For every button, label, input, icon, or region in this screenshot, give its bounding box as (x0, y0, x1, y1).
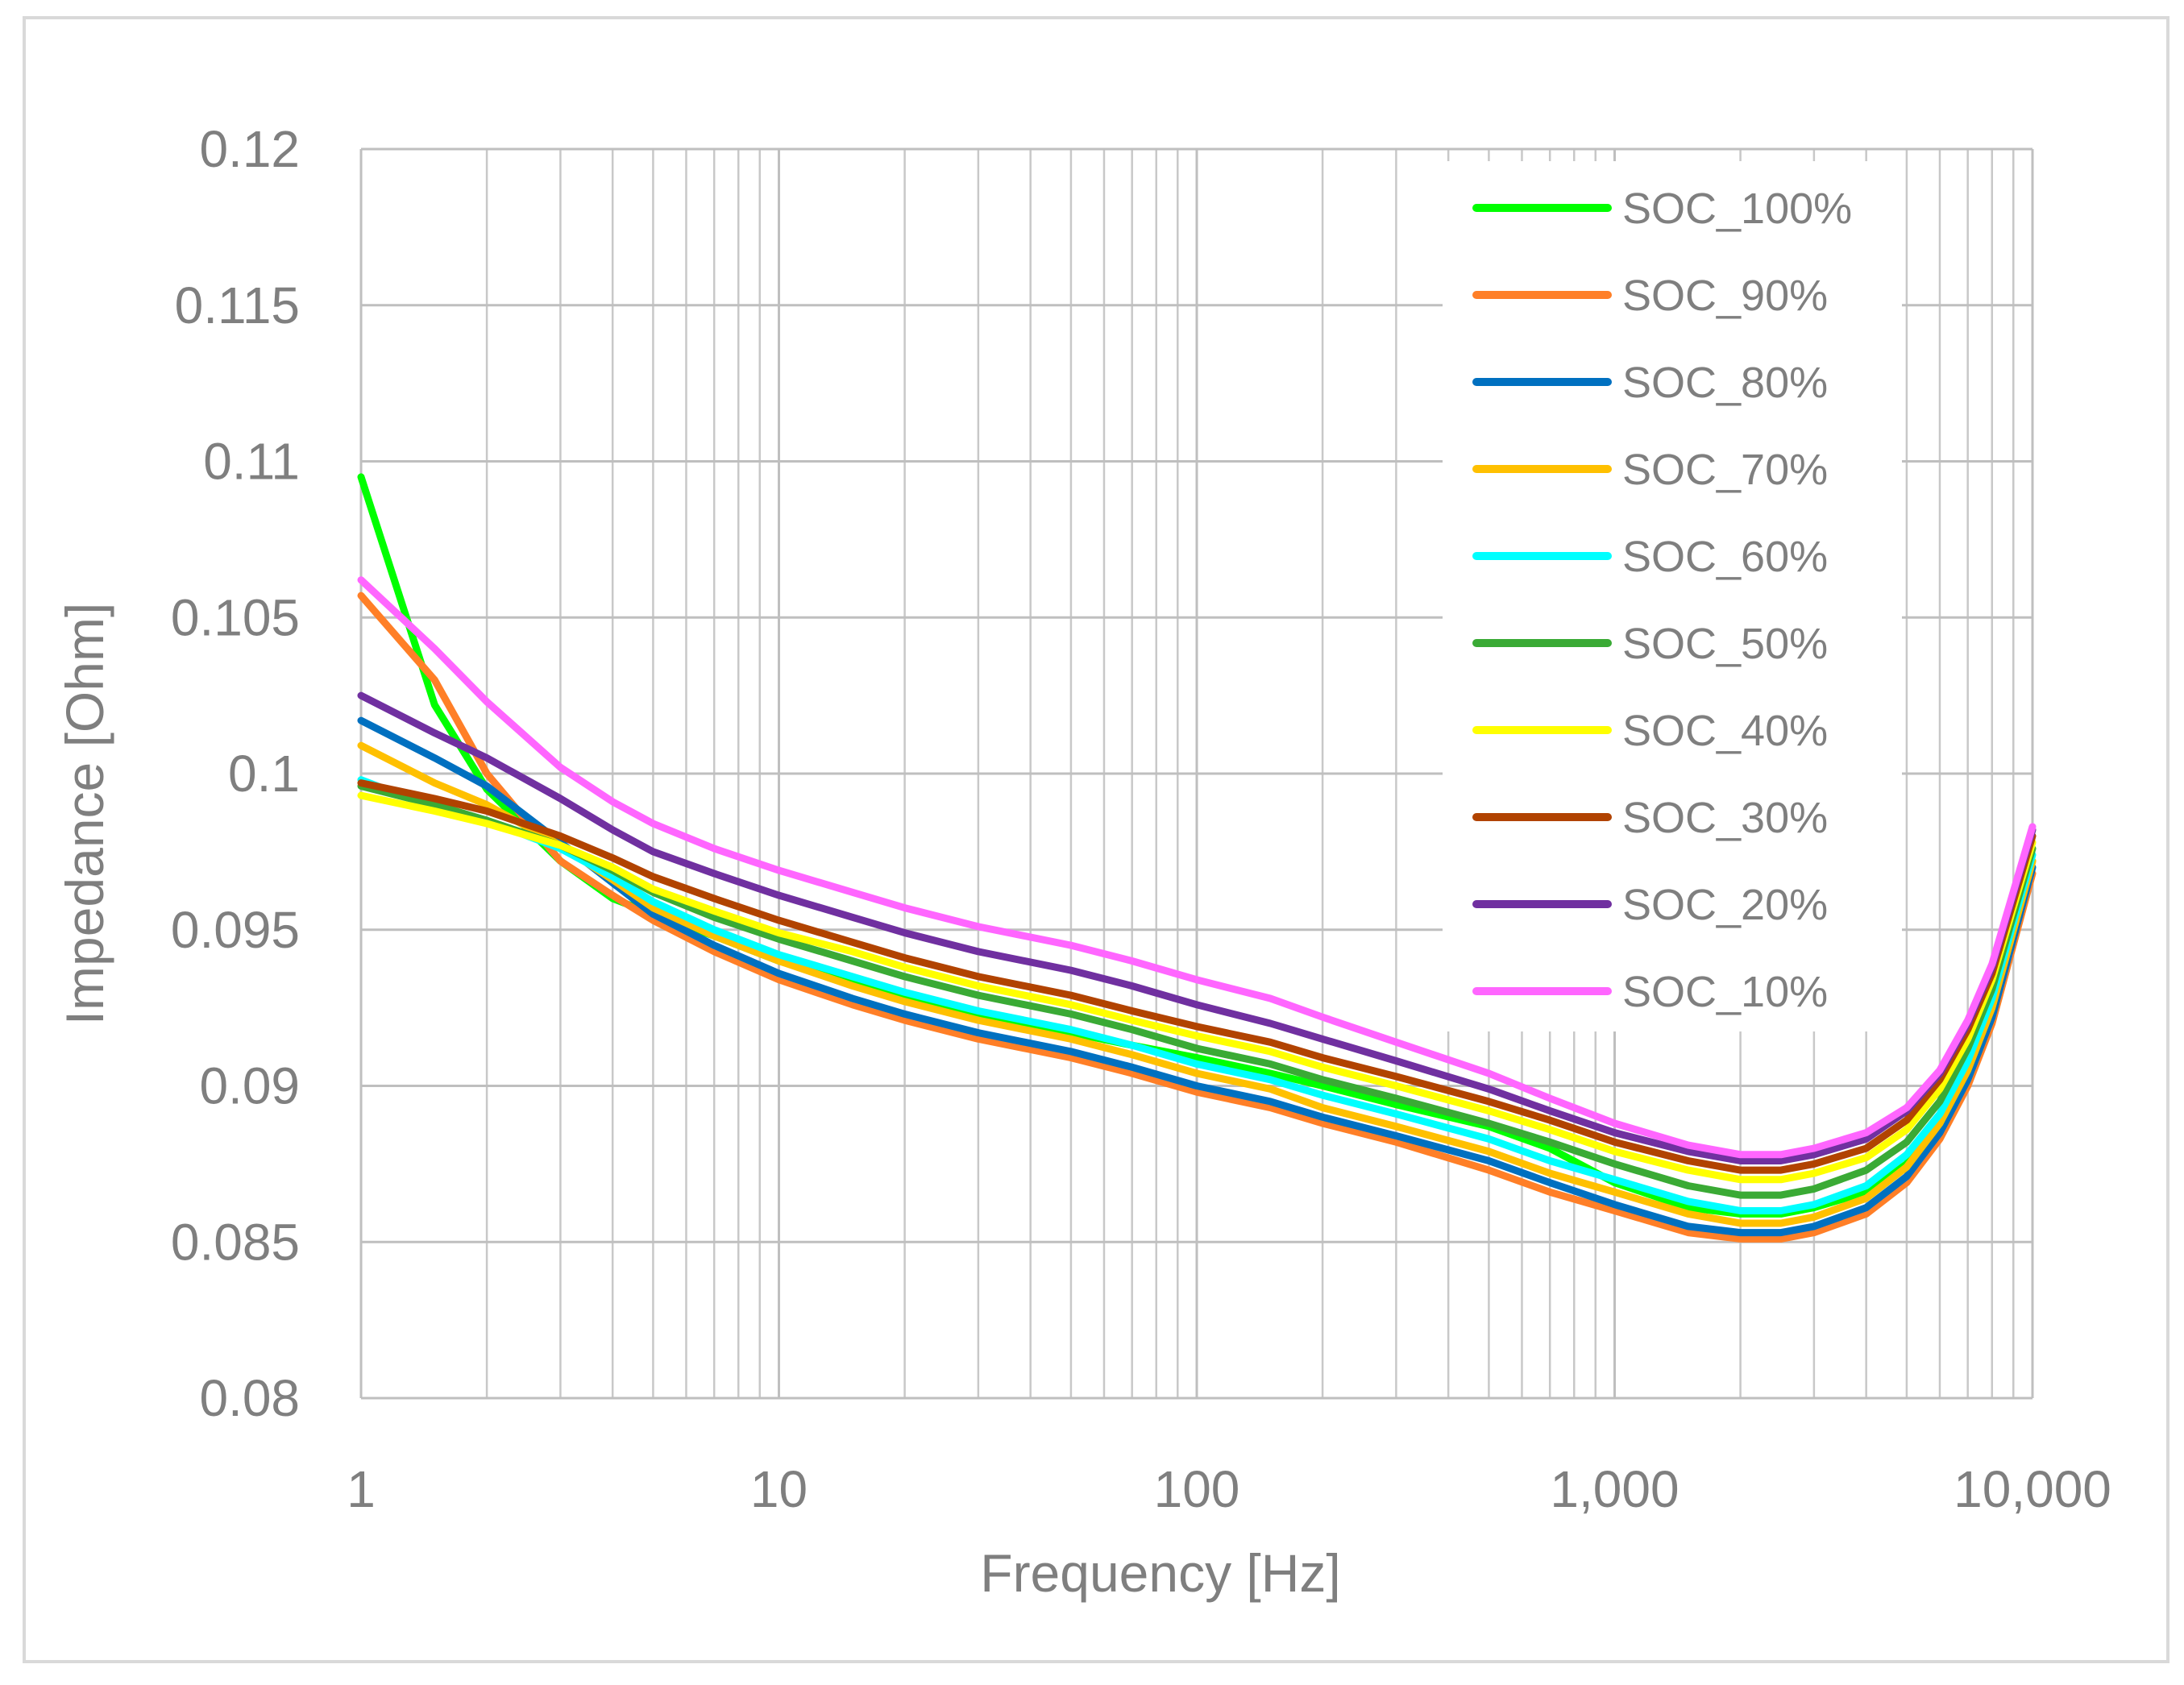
x-tick-label: 10,000 (1954, 1460, 2111, 1518)
y-tick-label: 0.105 (171, 588, 300, 646)
y-tick-label: 0.11 (203, 433, 300, 491)
x-tick-label: 1,000 (1550, 1460, 1679, 1518)
series-line-soc-10 (357, 576, 2037, 1159)
legend: SOC_100% SOC_90% SOC_80% SOC_70% SOC_60% SOC_… (1472, 185, 1852, 1016)
gridlines (359, 147, 2034, 1400)
series-line-soc-80 (357, 716, 2037, 1237)
legend-label: SOC_30% (1622, 794, 1828, 842)
legend-label: SOC_40% (1622, 707, 1828, 755)
y-tick-label: 0.115 (175, 276, 300, 334)
series-line-soc-60 (357, 776, 2037, 1214)
series-line-soc-20 (357, 691, 2037, 1164)
y-tick-label: 0.08 (199, 1369, 300, 1427)
legend-background (1443, 161, 1902, 1031)
series-line-soc-40 (357, 791, 2037, 1184)
series-line-soc-30 (357, 779, 2037, 1174)
y-axis-title: Impedance [Ohm] (55, 603, 114, 1026)
y-tick-label: 0.085 (171, 1213, 300, 1271)
series-line-soc-90 (357, 591, 2037, 1243)
legend-label: SOC_50% (1622, 620, 1828, 668)
x-axis-title: Frequency [Hz] (980, 1543, 1341, 1603)
y-tick-label: 0.095 (171, 901, 300, 959)
y-tick-label: 0.12 (199, 120, 300, 178)
legend-label: SOC_10% (1622, 968, 1828, 1016)
series-lines (357, 473, 2037, 1243)
x-tick-label: 100 (1154, 1460, 1240, 1518)
legend-label: SOC_80% (1622, 359, 1828, 407)
y-tick-label: 0.09 (199, 1057, 300, 1115)
series-line-soc-70 (357, 741, 2037, 1227)
x-tick-label: 10 (750, 1460, 808, 1518)
legend-label: SOC_100% (1622, 185, 1852, 233)
x-tick-label: 1 (347, 1460, 376, 1518)
axis-labels: 0.08 0.085 0.09 0.095 0.1 0.105 0.11 0.115 0.12 1… (171, 120, 2111, 1518)
legend-label: SOC_60% (1622, 533, 1828, 581)
legend-label: SOC_20% (1622, 881, 1828, 929)
legend-label: SOC_90% (1622, 272, 1828, 320)
y-tick-label: 0.1 (228, 745, 300, 803)
legend-label: SOC_70% (1622, 446, 1828, 494)
